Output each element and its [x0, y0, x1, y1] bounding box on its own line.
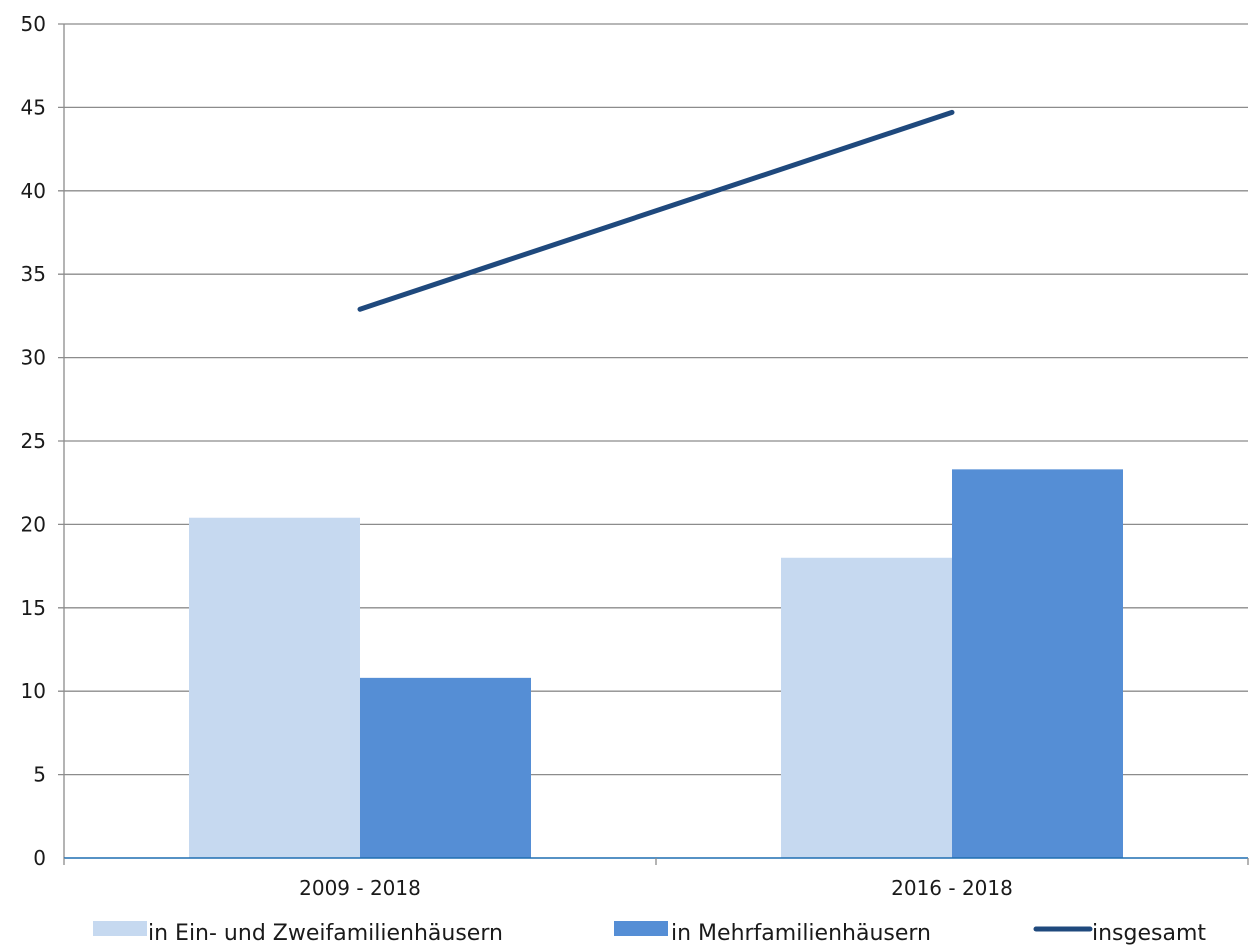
x-axis [63, 857, 1249, 865]
bar [781, 557, 952, 858]
line-series [357, 109, 955, 312]
y-tick-label: 30 [21, 346, 46, 370]
bar [952, 469, 1123, 858]
legend-label: in Mehrfamilienhäusern [671, 921, 931, 946]
category-label: 2009 - 2018 [299, 876, 421, 900]
category-labels: 2009 - 2018 2016 - 2018 [299, 876, 1013, 900]
y-tick-label: 0 [33, 846, 46, 870]
legend: in Ein- und Zweifamilienhäusern in Mehrfa… [93, 921, 1206, 946]
y-tick-label: 20 [21, 512, 46, 536]
y-tick-label: 40 [21, 179, 46, 203]
y-tick-label: 35 [21, 262, 46, 286]
legend-swatch [93, 921, 147, 936]
y-tick-label: 15 [21, 596, 46, 620]
legend-label: insgesamt [1092, 921, 1206, 946]
y-tick-label: 45 [21, 95, 46, 119]
bar [360, 677, 531, 858]
y-tick-label: 25 [21, 429, 46, 453]
legend-swatch [614, 921, 668, 936]
y-axis: 0 5 10 15 20 25 30 35 40 45 50 [21, 12, 65, 870]
bar [189, 517, 360, 858]
bars [189, 469, 1123, 858]
category-label: 2016 - 2018 [891, 876, 1013, 900]
y-tick-label: 50 [21, 12, 46, 36]
y-tick-label: 5 [33, 763, 46, 787]
legend-label: in Ein- und Zweifamilienhäusern [148, 921, 503, 946]
y-tick-label: 10 [21, 679, 46, 703]
series-line [357, 109, 955, 312]
